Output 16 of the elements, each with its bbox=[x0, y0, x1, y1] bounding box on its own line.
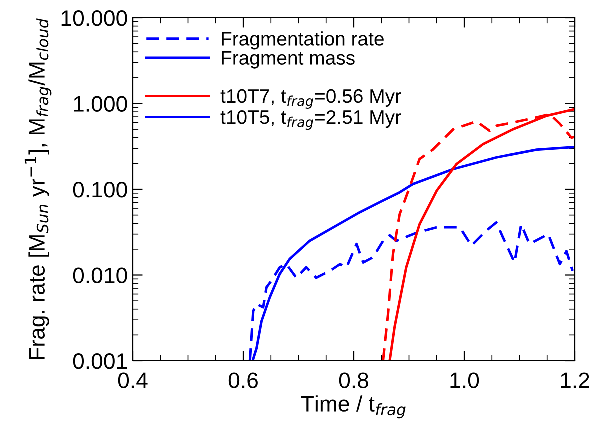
x-tick-label: 0.8 bbox=[339, 372, 368, 388]
y-axis-title: Frag. rate [M$_{Sun}$ yr$^{−1}$], M$_{frag}$/M$_{cloud}$ bbox=[24, 18, 52, 360]
y-tick-label: 0.001 bbox=[73, 354, 128, 370]
annotation: t10T5, t$_{frag}$=2.51 Myr bbox=[220, 110, 402, 130]
x-axis-title: Time / t$_{frag}$ bbox=[301, 396, 406, 419]
x-tick-label: 1.0 bbox=[450, 372, 480, 388]
y-tick-label: 10.000 bbox=[62, 10, 128, 26]
y-tick-label: 1.000 bbox=[74, 96, 128, 112]
legend-label: t10T7, t$_{frag}$=0.56 Myr bbox=[220, 89, 402, 109]
y-tick-label: 0.100 bbox=[73, 182, 128, 198]
legend-label: Fragment mass bbox=[222, 51, 355, 69]
legend-label: Fragmentation rate bbox=[222, 32, 384, 50]
y-tick-label: 0.010 bbox=[73, 268, 128, 284]
x-tick-label: 0.6 bbox=[228, 372, 258, 388]
x-tick-label: 1.2 bbox=[561, 372, 590, 388]
x-tick-label: 0.4 bbox=[118, 372, 148, 388]
